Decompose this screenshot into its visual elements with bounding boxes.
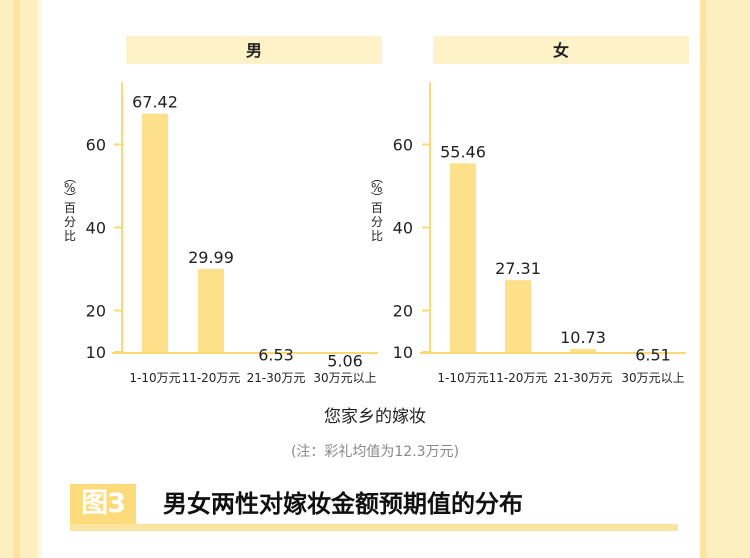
- chart-header-band: [433, 36, 689, 64]
- y-axis-label-char: %: [64, 181, 75, 195]
- y-tick-label: 60: [393, 136, 413, 155]
- right-decor-line: [700, 0, 706, 558]
- chart-title: 男: [246, 41, 262, 60]
- bar-value-label: 6.53: [258, 345, 294, 364]
- left-decor-line: [14, 0, 20, 558]
- left-decor-band: [20, 0, 38, 558]
- bar-value-label: 10.73: [560, 328, 606, 347]
- bar-value-label: 67.42: [132, 93, 178, 112]
- y-axis-label: ︵% ︶百分比: [64, 171, 76, 243]
- bar-value-label: 55.46: [440, 142, 486, 161]
- y-axis-label-char: ︵: [371, 171, 383, 185]
- bar-value-label: 29.99: [188, 248, 234, 267]
- x-tick-label: 21-30万元: [554, 371, 613, 385]
- chart-title: 女: [553, 41, 569, 60]
- y-axis-label-char: 比: [371, 229, 383, 243]
- y-axis-label-char: 百: [64, 201, 76, 215]
- y-axis-label-char: ︶: [371, 191, 383, 205]
- y-axis-label-char: 比: [64, 229, 76, 243]
- y-axis-label-char: 百: [371, 201, 383, 215]
- x-tick-label: 30万元以上: [313, 371, 376, 385]
- y-tick-label: 10: [393, 343, 413, 362]
- x-tick-label: 1-10万元: [129, 371, 180, 385]
- bar-value-label: 27.31: [495, 259, 541, 278]
- footnote: (注：彩礼均值为12.3万元): [290, 444, 460, 460]
- y-tick-label: 60: [86, 136, 106, 155]
- y-tick-label: 40: [393, 219, 413, 238]
- bar: [570, 348, 596, 352]
- y-axis-label-char: %: [371, 181, 382, 195]
- x-tick-label: 21-30万元: [247, 371, 306, 385]
- x-tick-label: 1-10万元: [437, 371, 488, 385]
- y-axis-label-char: ︵: [64, 171, 76, 185]
- y-tick-label: 20: [86, 302, 106, 321]
- bar: [505, 280, 531, 352]
- y-axis-label-char: 分: [371, 215, 383, 229]
- figure-badge: 图3: [70, 484, 136, 524]
- x-axis-title: 您家乡的嫁妆: [324, 407, 426, 427]
- right-decor-band: [706, 0, 726, 558]
- bar: [198, 269, 224, 352]
- y-axis-label-char: 分: [64, 215, 76, 229]
- x-tick-label: 30万元以上: [621, 371, 684, 385]
- x-tick-label: 11-20万元: [182, 371, 241, 385]
- figure-caption-bar: [70, 484, 678, 531]
- y-axis-label-char: ︶: [64, 191, 76, 205]
- figure-title: 男女两性对嫁妆金额预期值的分布: [163, 490, 523, 518]
- left-decor-stripe: [0, 0, 14, 558]
- y-tick-label: 20: [393, 302, 413, 321]
- bar-value-label: 6.51: [635, 345, 671, 364]
- y-axis-label: ︵% ︶百分比: [371, 171, 383, 243]
- y-tick-label: 40: [86, 219, 106, 238]
- bar: [450, 163, 476, 352]
- right-decor-stripe: [726, 0, 750, 558]
- y-tick-label: 10: [86, 343, 106, 362]
- chart-header-band: [126, 36, 382, 64]
- x-tick-label: 11-20万元: [489, 371, 548, 385]
- bar: [142, 113, 168, 352]
- bar-value-label: 5.06: [327, 352, 363, 371]
